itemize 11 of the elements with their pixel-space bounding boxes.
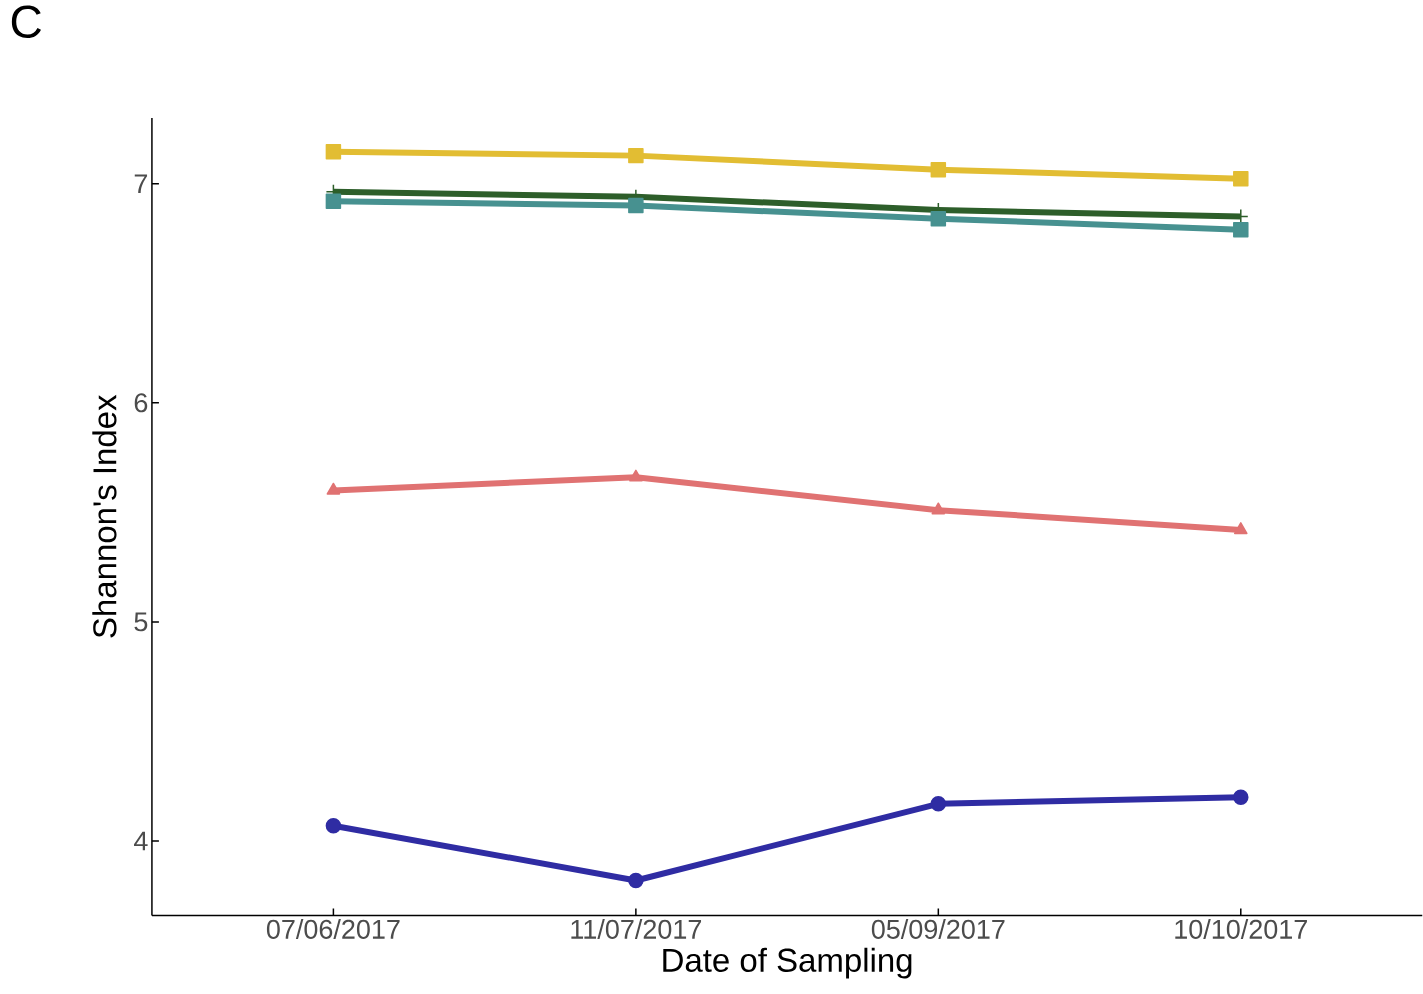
x-tick-label: 10/10/2017: [1175, 919, 1307, 940]
x-axis-title: Date of Sampling: [663, 948, 912, 979]
y-axis-title: Shannon's Index: [92, 395, 117, 638]
y-tick-label: 5: [134, 612, 148, 632]
y-tick-label: 6: [134, 393, 148, 413]
y-tick-label: 7: [134, 174, 148, 194]
x-tick-label: 11/07/2017: [571, 919, 702, 940]
text: C: [11, 5, 41, 39]
x-tick-label: 05/09/2017: [871, 919, 1005, 940]
x-tick-label: 07/06/2017: [266, 919, 400, 940]
y-tick-label: 4: [134, 832, 148, 851]
